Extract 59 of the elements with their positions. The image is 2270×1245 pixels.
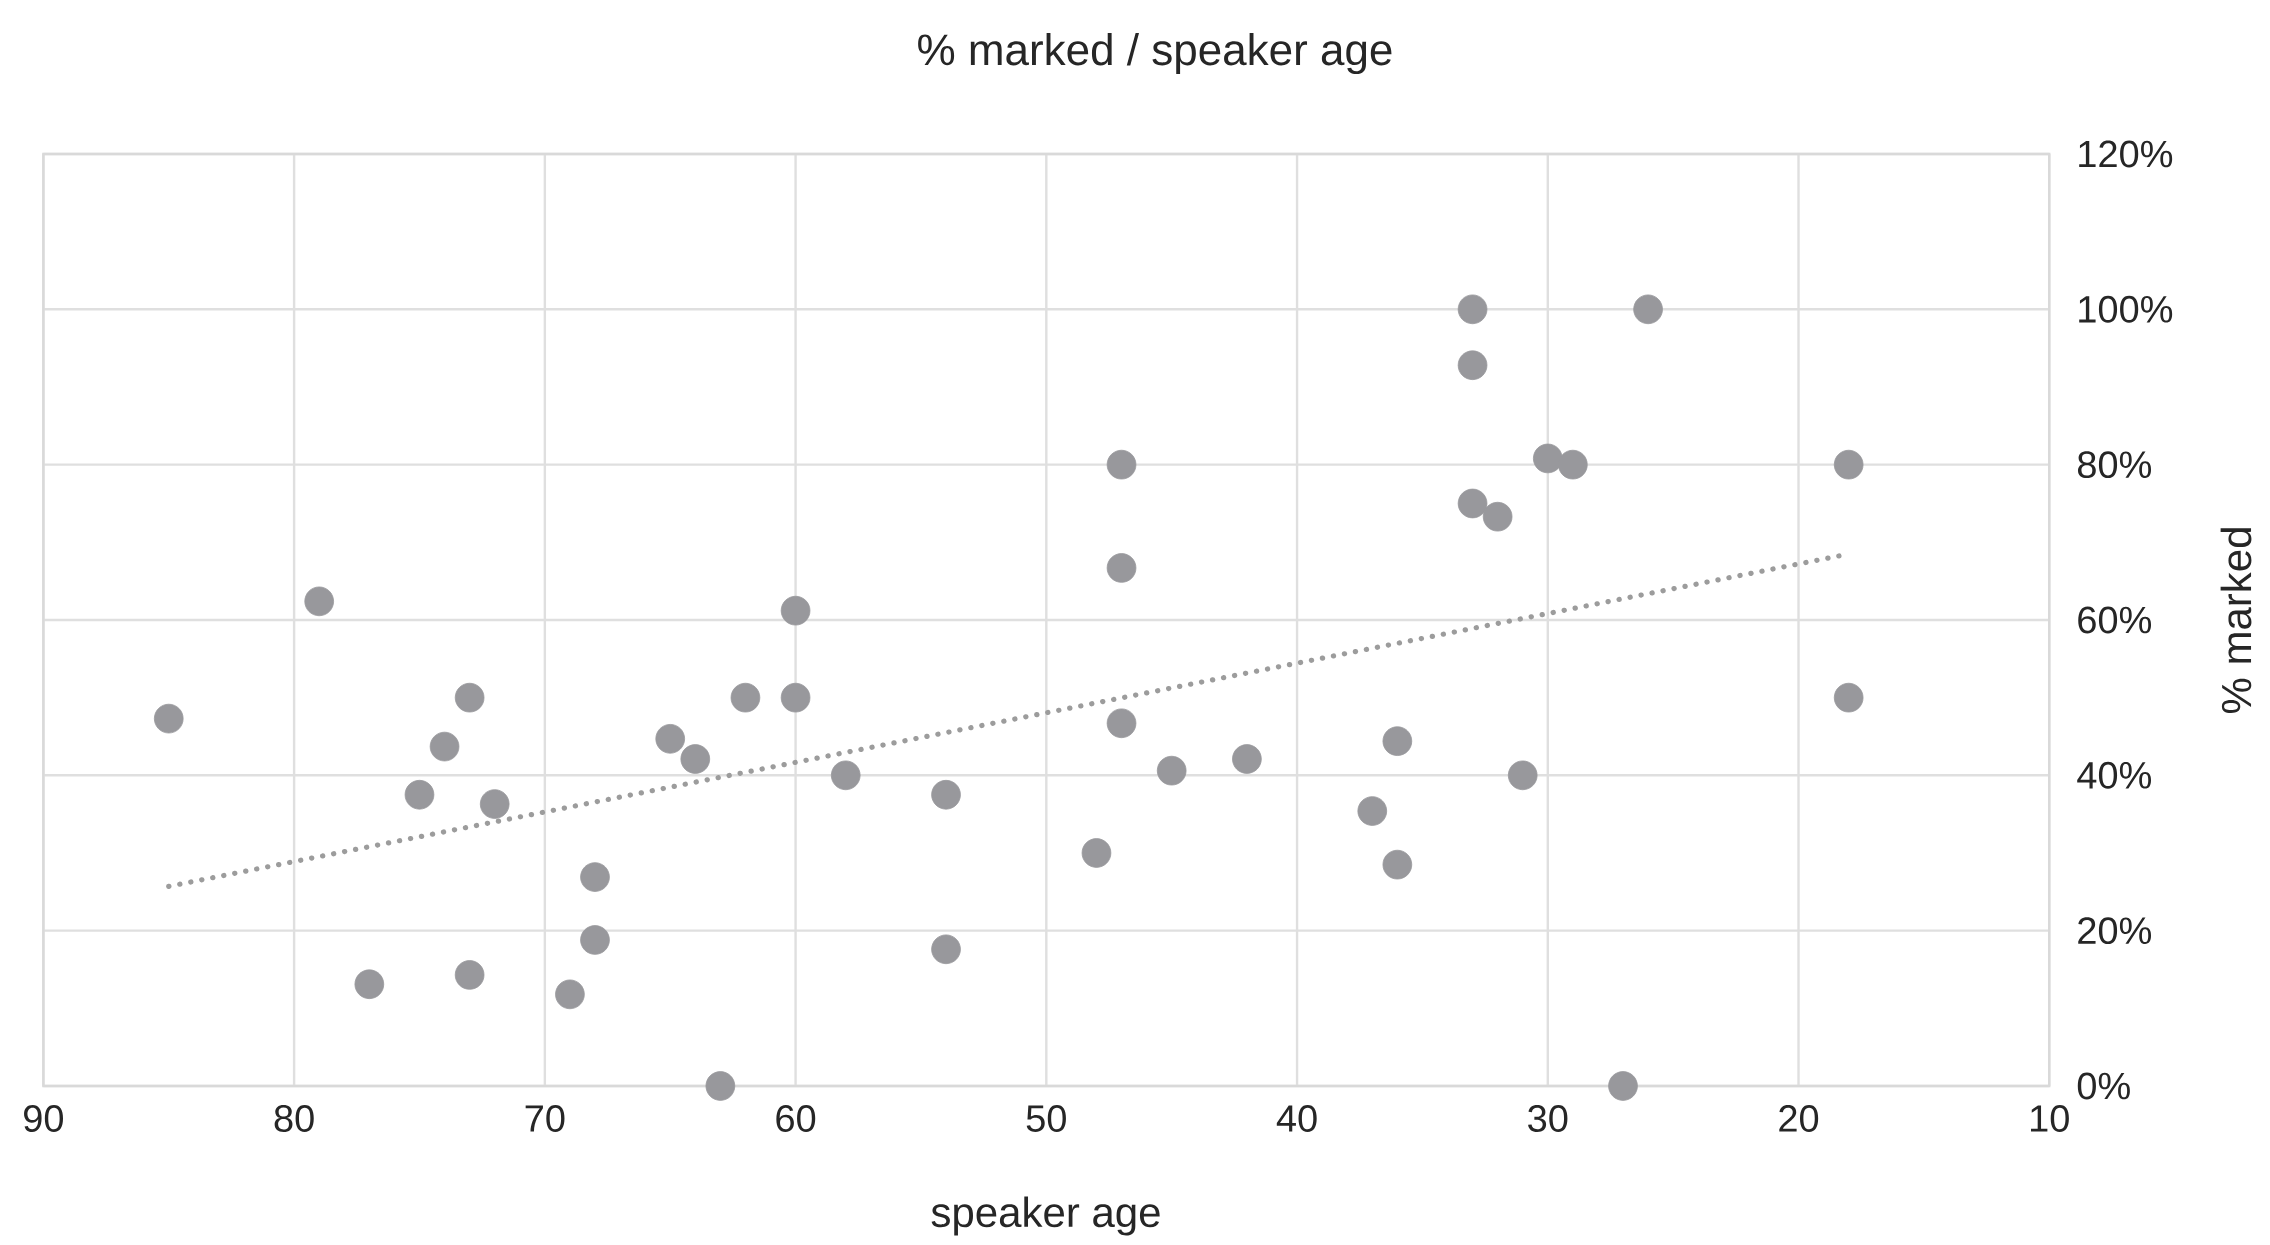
point — [830, 760, 861, 791]
y-tick-label: 100% — [2079, 295, 2173, 323]
y-tick-label: 120% — [2079, 140, 2173, 168]
point — [1457, 488, 1488, 519]
point — [1156, 755, 1187, 786]
point — [931, 779, 961, 810]
point — [580, 862, 610, 892]
point — [1457, 294, 1488, 325]
point — [1532, 443, 1563, 474]
point — [1608, 1071, 1638, 1101]
point — [304, 586, 334, 617]
point — [680, 744, 711, 774]
x-tick-label: 20 — [1779, 1105, 1819, 1132]
point — [1833, 682, 1864, 713]
point — [153, 703, 184, 734]
point — [454, 960, 485, 990]
point — [454, 682, 485, 713]
x-tick-label: 10 — [2031, 1105, 2069, 1132]
point — [580, 925, 610, 955]
point — [404, 779, 435, 810]
point — [1482, 501, 1513, 532]
y-tick-label: 60% — [2078, 606, 2152, 634]
point — [1106, 449, 1137, 480]
point — [655, 724, 686, 754]
y-tick-label: 20% — [2078, 917, 2152, 945]
y-tick-label: 80% — [2077, 451, 2152, 479]
point — [1833, 449, 1864, 480]
point — [1357, 796, 1388, 826]
x-tick-label: 90 — [24, 1105, 64, 1132]
point — [1106, 553, 1137, 583]
chart-title: % marked / speaker age — [918, 33, 1392, 75]
point — [931, 934, 961, 965]
x-tick-label: 70 — [525, 1105, 565, 1132]
point — [1232, 744, 1262, 774]
point — [730, 682, 761, 713]
x-tick-label: 50 — [1026, 1105, 1066, 1132]
point — [429, 731, 460, 762]
point — [1633, 294, 1663, 325]
y-axis-title: % marked — [2220, 528, 2252, 714]
x-tick-label: 80 — [274, 1105, 314, 1132]
point — [705, 1071, 736, 1101]
point — [555, 979, 585, 1010]
point — [1081, 838, 1112, 868]
point — [479, 789, 510, 819]
point — [1382, 726, 1413, 756]
point — [1457, 350, 1488, 381]
x-tick-label: 40 — [1276, 1105, 1317, 1132]
point — [780, 682, 811, 713]
y-tick-label: 0% — [2077, 1072, 2130, 1100]
point — [780, 595, 811, 626]
point — [1507, 760, 1538, 791]
x-tick-label: 60 — [776, 1105, 816, 1132]
y-tick-label: 40% — [2077, 761, 2152, 789]
x-tick-label: 30 — [1528, 1105, 1568, 1132]
point — [1382, 849, 1413, 880]
point — [354, 969, 385, 1000]
x-axis-title: speaker age — [931, 1196, 1160, 1236]
point — [1558, 449, 1588, 480]
point — [1106, 708, 1137, 739]
